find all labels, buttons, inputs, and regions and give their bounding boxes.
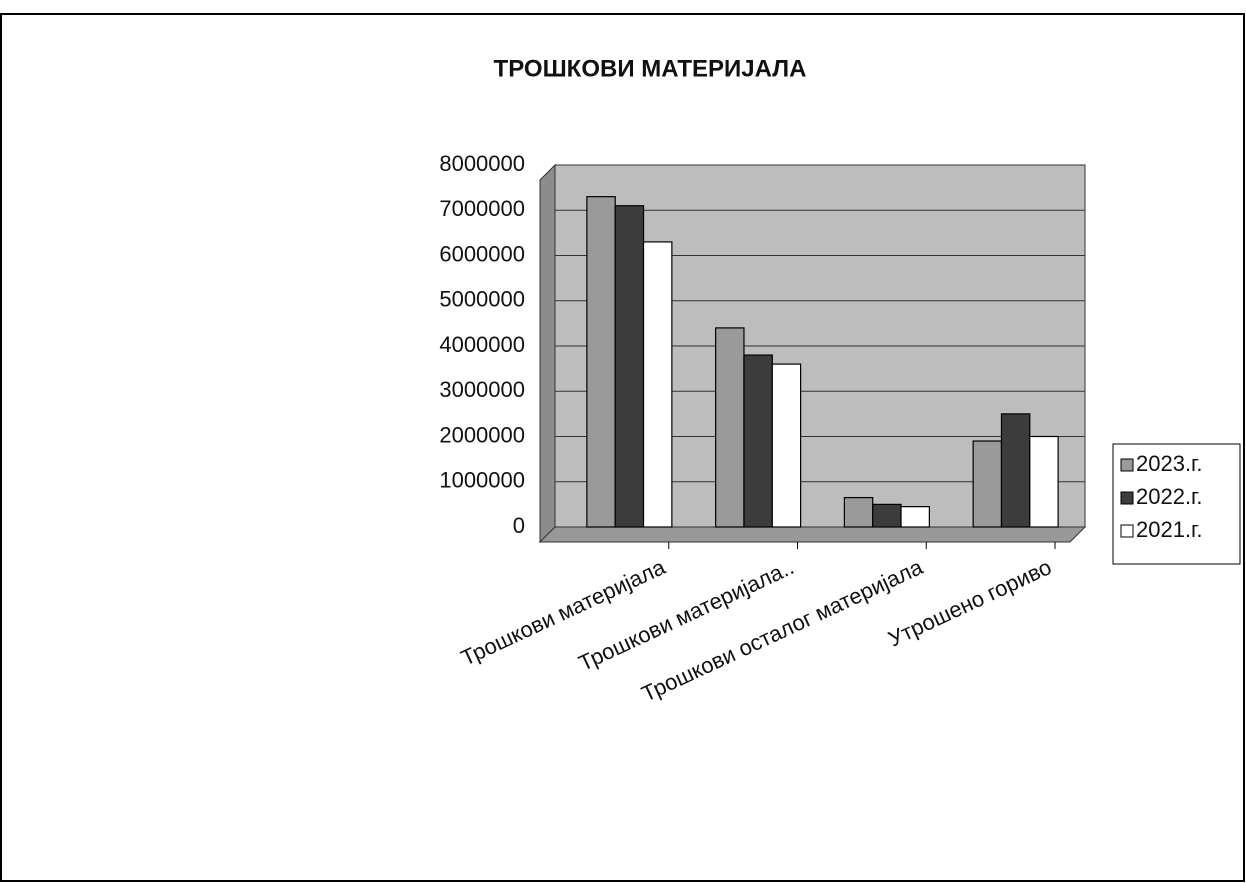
bar (972, 440, 1003, 528)
x-tick-label: Трошкови материјала.. (575, 554, 798, 676)
y-tick-label: 3000000 (439, 377, 525, 402)
bar (1000, 413, 1031, 528)
bar (642, 241, 673, 528)
chart-title: ТРОШКОВИ МАТЕРИЈАЛА (494, 55, 807, 82)
legend-label: 2022.г. (1136, 484, 1203, 509)
bar (586, 196, 616, 528)
bar (900, 506, 930, 528)
legend (1112, 443, 1241, 565)
bar (1029, 435, 1059, 528)
y-tick-label: 1000000 (439, 468, 525, 493)
y-tick-label: 0 (513, 513, 525, 538)
bar (614, 205, 645, 528)
y-tick-label: 4000000 (439, 332, 525, 357)
bar (843, 496, 874, 528)
y-tick-label: 5000000 (439, 287, 525, 312)
legend-swatch (1120, 524, 1134, 538)
frame (0, 13, 1245, 882)
y-tick-label: 7000000 (439, 196, 525, 221)
bar (872, 503, 902, 528)
bar (715, 327, 745, 528)
floor (538, 526, 1087, 543)
bar (771, 363, 802, 528)
y-tick-label: 6000000 (439, 241, 525, 266)
legend-label: 2021.г. (1136, 517, 1203, 542)
legend-swatch (1120, 491, 1134, 505)
legend-swatch (1120, 458, 1134, 472)
x-tick-label: Трошкови материјала (457, 554, 670, 671)
y-tick-label: 8000000 (439, 151, 525, 176)
y-tick-label: 2000000 (439, 422, 525, 447)
legend-label: 2023.г. (1136, 451, 1203, 476)
bar (743, 354, 773, 528)
side-wall (539, 163, 556, 544)
